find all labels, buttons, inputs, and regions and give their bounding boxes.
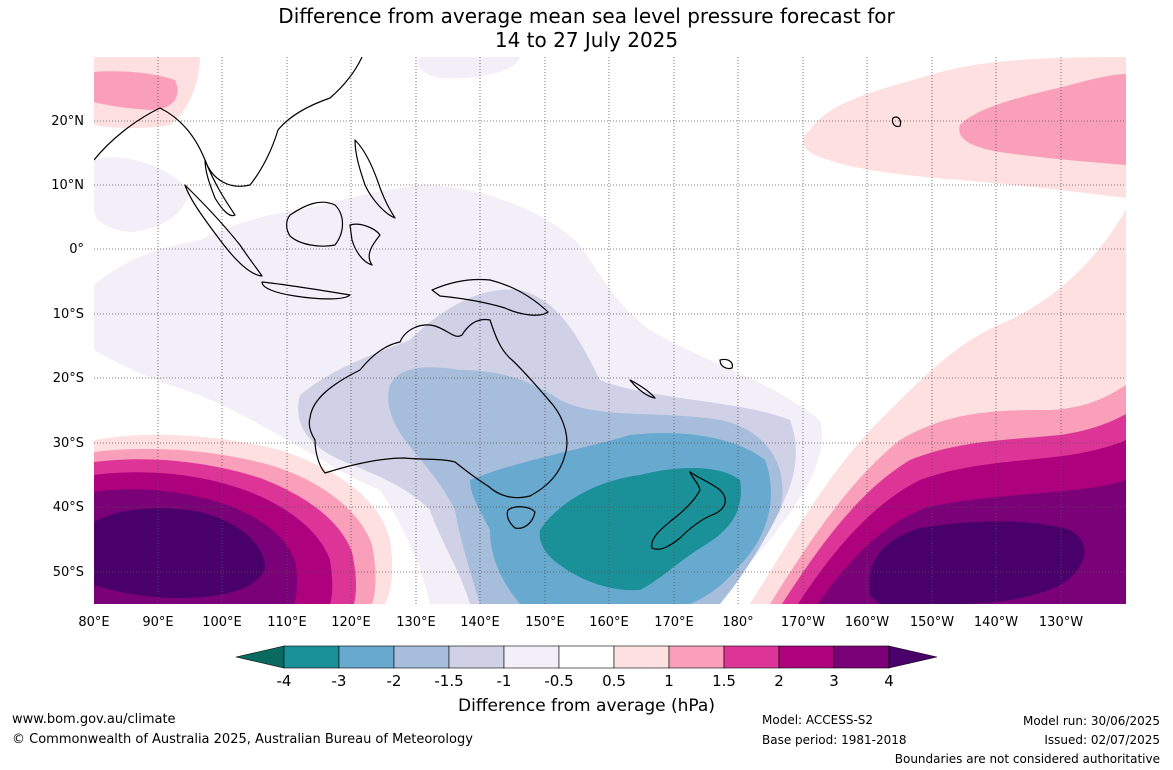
lon-label: 170°E <box>654 615 694 630</box>
lon-label: 90°E <box>142 615 173 630</box>
new-zealand-coastline <box>651 471 726 550</box>
anomaly-region-pos-4-se <box>869 521 1085 604</box>
colorbar-tick: 1.5 <box>712 672 736 690</box>
colorbar-tick: 0.5 <box>602 672 626 690</box>
colorbar-box <box>393 645 450 669</box>
anomaly-region-neg-3 <box>539 468 741 591</box>
lon-label: 110°E <box>267 615 307 630</box>
coastlines <box>94 57 902 550</box>
colorbar-tick: -1.5 <box>434 672 463 690</box>
lon-label: 180° <box>722 615 753 630</box>
lon-label: 160°W <box>845 615 889 630</box>
lon-label: 100°E <box>202 615 242 630</box>
colorbar-box <box>338 645 395 669</box>
model-run-date: Model run: 30/06/2025 <box>1022 714 1160 728</box>
colorbar-tick: 4 <box>884 672 894 690</box>
colorbar-box <box>613 645 670 669</box>
colorbar-over-arrow <box>888 645 938 669</box>
colorbar-box <box>283 645 340 669</box>
lon-label: 130°E <box>396 615 436 630</box>
copyright-text: © Commonwealth of Australia 2025, Austra… <box>12 732 473 747</box>
lon-label: 140°E <box>460 615 500 630</box>
lat-label: 10°N <box>51 178 84 193</box>
colorbar-tick: 2 <box>774 672 784 690</box>
fiji-coastline <box>719 358 733 370</box>
sumatra-coastline <box>184 184 263 277</box>
longitude-labels: 80°E 90°E 100°E 110°E 120°E 130°E 140°E … <box>78 615 1083 630</box>
anomaly-region-neg-0-5-north <box>94 157 190 232</box>
lat-label: 20°S <box>53 371 84 386</box>
lon-label: 140°W <box>974 615 1018 630</box>
lon-label: 130°W <box>1039 615 1083 630</box>
colorbar-box <box>723 645 780 669</box>
colorbar-under-arrow <box>235 645 285 669</box>
lat-label: 50°S <box>53 565 84 580</box>
colorbar-tick: -1 <box>497 672 512 690</box>
model-name: Model: ACCESS-S2 <box>762 713 874 727</box>
lat-label: 20°N <box>51 114 84 129</box>
colorbar-tick: -0.5 <box>544 672 573 690</box>
anomaly-region-neg-0-5-cap <box>418 57 520 79</box>
borneo-coastline <box>286 201 344 247</box>
base-period: Base period: 1981-2018 <box>762 733 907 747</box>
new-caledonia-coastline <box>629 379 656 399</box>
asia-mainland-coastline <box>94 57 363 187</box>
issued-date: Issued: 02/07/2025 <box>1044 733 1160 747</box>
lon-label: 170°W <box>781 615 825 630</box>
colorbar-tick-labels: -4 -3 -2 -1.5 -1 -0.5 0.5 1 1.5 2 3 4 <box>277 672 894 690</box>
colorbar-tick: -2 <box>387 672 402 690</box>
lon-label: 150°E <box>525 615 565 630</box>
title-line-2: 14 to 27 July 2025 <box>494 28 679 52</box>
lat-label: 0° <box>69 242 84 257</box>
java-coastline <box>261 281 351 300</box>
latitude-labels: 20°N 10°N 0° 10°S 20°S 30°S 40°S 50°S <box>51 114 84 580</box>
anomaly-region-pos-1-ne <box>959 74 1126 165</box>
colorbar-tick: -4 <box>277 672 292 690</box>
lat-label: 10°S <box>53 307 84 322</box>
colorbar: -4 -3 -2 -1.5 -1 -0.5 0.5 1 1.5 2 3 4 <box>235 645 938 690</box>
colorbar-box <box>558 645 615 669</box>
malay-peninsula-coastline <box>204 159 236 217</box>
map-title: Difference from average mean sea level p… <box>0 4 1173 52</box>
australia-coastline <box>308 318 568 499</box>
colorbar-box <box>778 645 835 669</box>
title-line-1: Difference from average mean sea level p… <box>278 4 895 28</box>
lat-label: 30°S <box>53 436 84 451</box>
anomaly-region-pos-4-sw <box>94 508 265 598</box>
hawaii-coastline <box>891 116 902 128</box>
tasmania-coastline <box>506 506 536 529</box>
colorbar-title: Difference from average (hPa) <box>458 696 715 716</box>
colorbar-box <box>503 645 560 669</box>
new-guinea-coastline <box>431 278 549 316</box>
lon-label: 150°W <box>910 615 954 630</box>
colorbar-tick: 1 <box>664 672 674 690</box>
sulawesi-coastline <box>349 223 381 266</box>
lon-label: 120°E <box>331 615 371 630</box>
website-link[interactable]: www.bom.gov.au/climate <box>12 712 176 727</box>
colorbar-box <box>448 645 505 669</box>
lon-label: 160°E <box>589 615 629 630</box>
lon-label: 80°E <box>78 615 109 630</box>
gridlines <box>94 57 1126 604</box>
colorbar-box <box>833 645 890 669</box>
boundary-disclaimer: Boundaries are not considered authoritat… <box>894 752 1160 766</box>
colorbar-boxes <box>283 645 890 669</box>
colorbar-tick: 3 <box>829 672 839 690</box>
colorbar-box <box>668 645 725 669</box>
colorbar-tick: -3 <box>332 672 347 690</box>
philippines-coastline <box>354 139 396 219</box>
anomaly-fields <box>94 57 1126 604</box>
lat-label: 40°S <box>53 500 84 515</box>
anomaly-region-pos-1-nw <box>94 71 178 110</box>
